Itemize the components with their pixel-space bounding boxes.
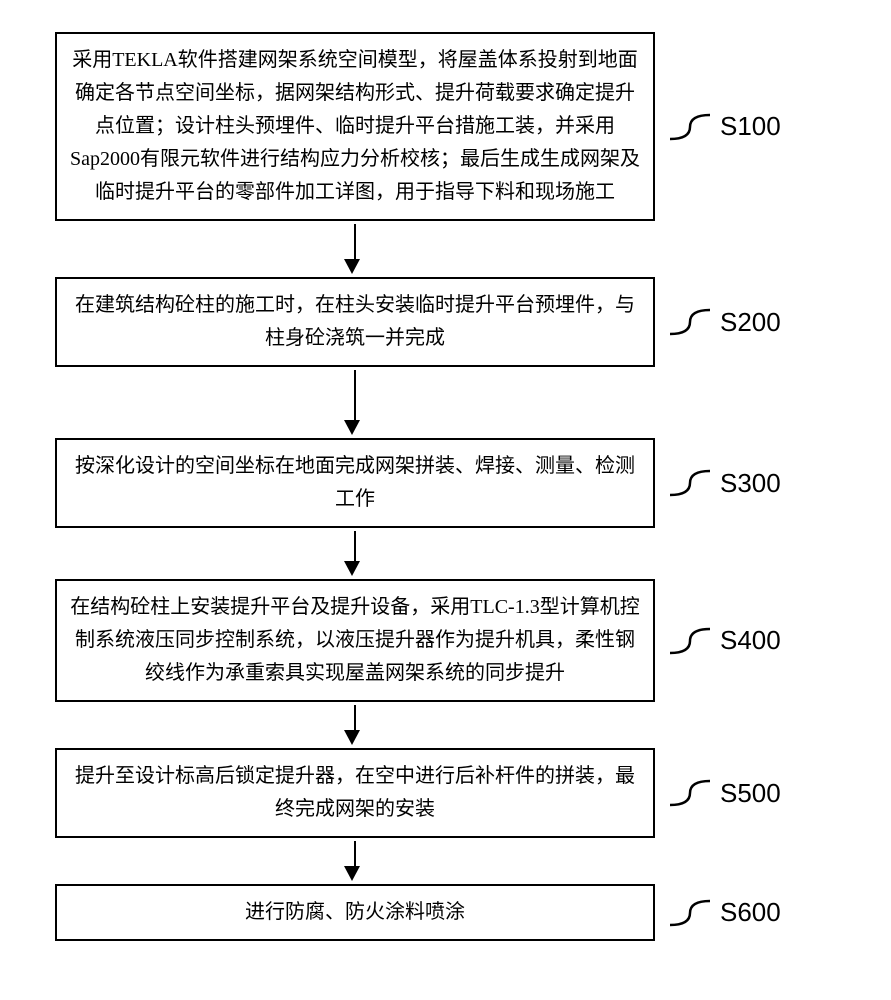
step-s200-id: S200 — [720, 307, 781, 337]
step-s400-label: S400 — [720, 625, 781, 656]
step-s500-row: 提升至设计标高后锁定提升器，在空中进行后补杆件的拼装，最终完成网架的安装 S50… — [55, 748, 855, 838]
step-s300-label: S300 — [720, 468, 781, 499]
step-s100-label: S100 — [720, 111, 781, 142]
step-s600-row: 进行防腐、防火涂料喷涂 S600 — [55, 884, 855, 941]
step-s600-label: S600 — [720, 897, 781, 928]
arrow-line — [354, 370, 357, 420]
step-s600-text: 进行防腐、防火涂料喷涂 — [245, 901, 465, 923]
step-s500-label: S500 — [720, 778, 781, 809]
arrow-4 — [55, 702, 655, 748]
step-s100-id: S100 — [720, 111, 781, 141]
step-s300-text: 按深化设计的空间坐标在地面完成网架拼装、焊接、测量、检测工作 — [75, 455, 635, 510]
step-s400-row: 在结构砼柱上安装提升平台及提升设备，采用TLC-1.3型计算机控制系统液压同步控… — [55, 579, 855, 702]
step-s500-box: 提升至设计标高后锁定提升器，在空中进行后补杆件的拼装，最终完成网架的安装 — [55, 748, 655, 838]
step-s400-text: 在结构砼柱上安装提升平台及提升设备，采用TLC-1.3型计算机控制系统液压同步控… — [70, 596, 639, 684]
step-s100-text: 采用TEKLA软件搭建网架系统空间模型，将屋盖体系投射到地面确定各节点空间坐标，… — [70, 49, 640, 203]
step-s200-box: 在建筑结构砼柱的施工时，在柱头安装临时提升平台预埋件，与柱身砼浇筑一并完成 — [55, 277, 655, 367]
step-s500-text: 提升至设计标高后锁定提升器，在空中进行后补杆件的拼装，最终完成网架的安装 — [75, 765, 635, 820]
arrow-head-icon — [344, 420, 360, 435]
step-s200-row: 在建筑结构砼柱的施工时，在柱头安装临时提升平台预埋件，与柱身砼浇筑一并完成 S2… — [55, 277, 855, 367]
bracket-icon — [670, 466, 710, 500]
arrow-3 — [55, 528, 655, 579]
arrow-2 — [55, 367, 655, 438]
step-s200-label: S200 — [720, 307, 781, 338]
step-s600-box: 进行防腐、防火涂料喷涂 — [55, 884, 655, 941]
flowchart-container: 采用TEKLA软件搭建网架系统空间模型，将屋盖体系投射到地面确定各节点空间坐标，… — [55, 32, 855, 941]
arrow-5 — [55, 838, 655, 884]
arrow-head-icon — [344, 561, 360, 576]
arrow-head-icon — [344, 866, 360, 881]
arrow-line — [354, 705, 357, 730]
arrow-line — [354, 531, 357, 561]
arrow-head-icon — [344, 730, 360, 745]
bracket-icon — [670, 776, 710, 810]
step-s300-row: 按深化设计的空间坐标在地面完成网架拼装、焊接、测量、检测工作 S300 — [55, 438, 855, 528]
bracket-icon — [670, 896, 710, 930]
arrow-head-icon — [344, 259, 360, 274]
bracket-icon — [670, 305, 710, 339]
step-s200-text: 在建筑结构砼柱的施工时，在柱头安装临时提升平台预埋件，与柱身砼浇筑一并完成 — [75, 294, 635, 349]
step-s300-id: S300 — [720, 468, 781, 498]
arrow-1 — [55, 221, 655, 277]
step-s400-id: S400 — [720, 625, 781, 655]
step-s500-id: S500 — [720, 778, 781, 808]
step-s400-box: 在结构砼柱上安装提升平台及提升设备，采用TLC-1.3型计算机控制系统液压同步控… — [55, 579, 655, 702]
arrow-line — [354, 841, 357, 866]
step-s100-box: 采用TEKLA软件搭建网架系统空间模型，将屋盖体系投射到地面确定各节点空间坐标，… — [55, 32, 655, 221]
bracket-icon — [670, 110, 710, 144]
step-s300-box: 按深化设计的空间坐标在地面完成网架拼装、焊接、测量、检测工作 — [55, 438, 655, 528]
arrow-line — [354, 224, 357, 259]
step-s600-id: S600 — [720, 897, 781, 927]
step-s100-row: 采用TEKLA软件搭建网架系统空间模型，将屋盖体系投射到地面确定各节点空间坐标，… — [55, 32, 855, 221]
bracket-icon — [670, 624, 710, 658]
